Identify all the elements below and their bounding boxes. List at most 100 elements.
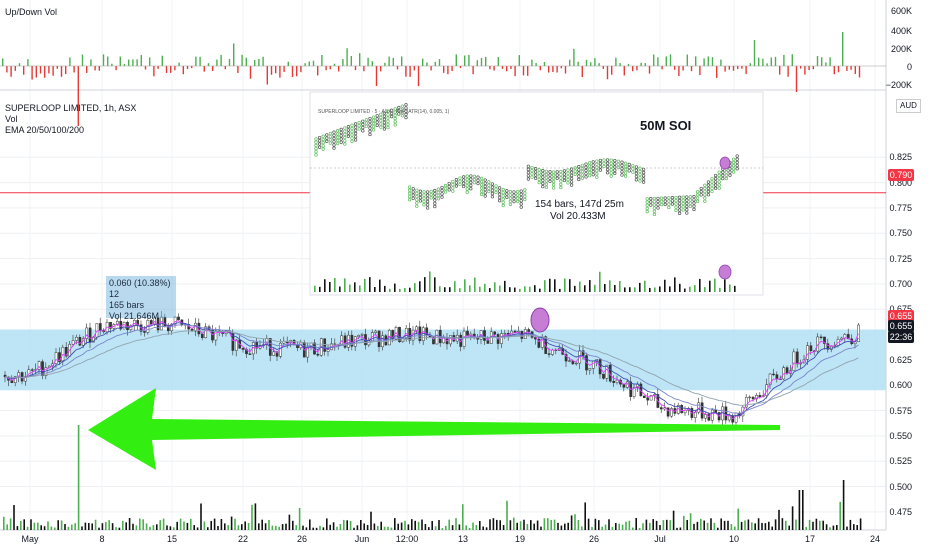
up-candle (71, 340, 75, 345)
down-volume-bar (678, 66, 680, 76)
pnf-box (713, 177, 718, 181)
down-volume-bar (745, 66, 747, 74)
volume-bar (305, 527, 308, 530)
volume-bar (499, 520, 501, 530)
volume-bar (751, 522, 753, 530)
pnf-box (710, 180, 714, 184)
down-volume-bar (396, 66, 399, 70)
volume-bar (710, 518, 712, 530)
volume-bar (655, 520, 658, 530)
pnf-box (616, 159, 621, 163)
pnf-box (728, 167, 732, 171)
volume-bar (186, 522, 189, 530)
pnf-box (321, 137, 325, 142)
pnf-box (685, 195, 689, 199)
pnf-box (555, 173, 559, 177)
up-volume-bar (81, 54, 84, 66)
volume-bar (156, 524, 158, 530)
green-arrow-left (88, 388, 780, 470)
up-volume-bar (825, 62, 827, 66)
volume-bar (302, 525, 304, 530)
pnf-box (717, 176, 721, 181)
pnf-box (325, 139, 329, 143)
volume-bar (465, 525, 467, 530)
pnf-box (526, 167, 531, 172)
pnf-box (433, 192, 437, 196)
pnf-box (731, 160, 736, 165)
pnf-box (350, 130, 354, 134)
price-axis-label: 0.475 (889, 506, 912, 517)
volume-bar (842, 480, 845, 530)
volume-bar (601, 526, 603, 530)
pnf-box (361, 122, 365, 127)
pnf-box (386, 125, 390, 130)
pnf-box (548, 170, 552, 174)
volume-bar (778, 509, 780, 530)
volume-bar (319, 525, 321, 530)
volume-bar (20, 521, 22, 530)
up-candle (568, 360, 571, 362)
up-volume-bar (128, 59, 130, 66)
pnf-box (577, 177, 581, 182)
pnf-box (544, 185, 549, 190)
up-volume-bar (333, 63, 336, 66)
inset-volume-bar (634, 287, 636, 292)
up-candle (37, 361, 41, 370)
down-volume-bar (191, 66, 193, 69)
pnf-box (717, 183, 721, 187)
pnf-box (479, 183, 484, 187)
up-volume-bar (422, 58, 424, 66)
ema-label: EMA 20/50/100/200 (5, 125, 85, 135)
pnf-box (526, 164, 531, 168)
pnf-box (515, 196, 520, 200)
pnf-box (641, 177, 646, 181)
up-candle (792, 351, 796, 372)
pnf-box (728, 170, 732, 174)
pnf-box (652, 209, 657, 213)
volume-bar (237, 525, 240, 530)
pnf-box (375, 117, 379, 121)
down-volume-bar (325, 66, 327, 71)
currency-button[interactable]: AUD (896, 99, 921, 113)
down-volume-bar (157, 66, 159, 69)
pnf-box (559, 173, 563, 177)
down-volume-bar (787, 66, 789, 77)
down-volume-bar (182, 66, 184, 75)
pnf-box (569, 173, 574, 178)
down-volume-bar (249, 66, 252, 79)
volume-bar (761, 522, 763, 530)
pnf-box (364, 118, 369, 122)
pnf-box (551, 173, 556, 177)
pnf-box (692, 201, 696, 205)
pnf-box (375, 114, 379, 118)
pnf-box (400, 107, 405, 112)
up-volume-bar (480, 58, 483, 66)
down-volume-bar (795, 66, 798, 93)
up-volume-bar (371, 61, 373, 66)
pnf-box (371, 128, 376, 132)
volume-bar (377, 525, 379, 530)
price-axis-label: 0.600 (889, 380, 912, 391)
down-volume-bar (35, 66, 37, 78)
volume-bar (448, 519, 450, 530)
pnf-box (375, 120, 379, 124)
pnf-box (386, 122, 390, 127)
up-candle (173, 316, 177, 325)
pnf-box (321, 134, 325, 138)
inset-volume-bar (729, 284, 731, 292)
down-volume-bar (808, 66, 810, 71)
pnf-box (674, 205, 678, 209)
up-candle (415, 326, 418, 331)
volume-bar (152, 525, 155, 530)
pnf-box (497, 195, 502, 200)
pnf-box (497, 189, 502, 193)
pnf-box (598, 165, 603, 169)
down-candle (537, 338, 541, 348)
down-volume-bar (443, 66, 445, 73)
pnf-box (717, 180, 721, 184)
pnf-box (724, 170, 729, 174)
down-volume-bar (632, 66, 634, 72)
pnf-box (537, 177, 541, 182)
up-volume-bar (766, 63, 768, 66)
